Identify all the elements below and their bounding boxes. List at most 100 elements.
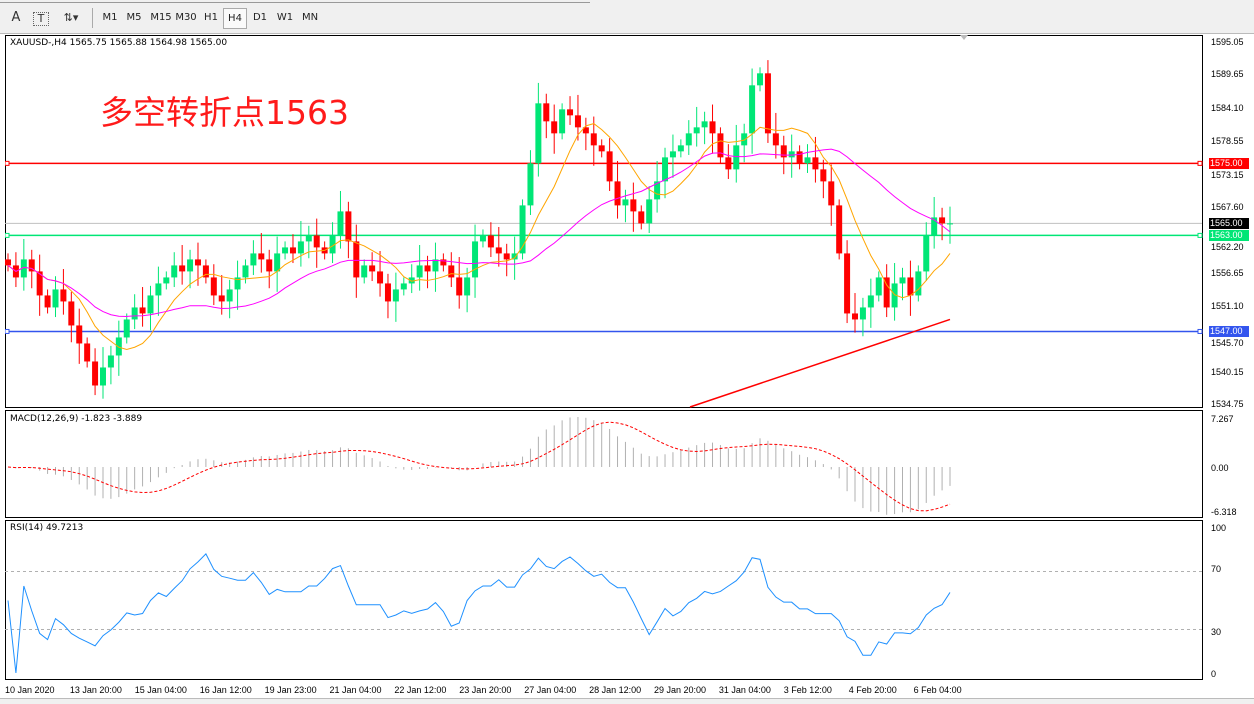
chart-shift-marker xyxy=(960,35,968,40)
candle-body xyxy=(495,247,502,254)
toolbar: A T ⇅▾ M1 M5 M15 M30 H1 H4 D1 W1 MN xyxy=(0,0,1254,34)
candle-body xyxy=(226,289,233,302)
date-tick: 23 Jan 20:00 xyxy=(459,685,512,695)
candle-body xyxy=(5,259,11,266)
candle-body xyxy=(883,277,890,308)
candle-body xyxy=(345,211,352,242)
rsi-tick: 30 xyxy=(1211,627,1222,637)
candle-body xyxy=(559,109,566,134)
price-tag-1563.00: 1563.00 xyxy=(1209,229,1249,241)
price-tick: 1567.60 xyxy=(1211,201,1244,212)
candle-body xyxy=(646,199,653,224)
candle-body xyxy=(479,235,486,242)
candle-body xyxy=(622,199,629,206)
toolbar-top-edge xyxy=(0,0,590,3)
price-tick: 1584.10 xyxy=(1211,102,1244,113)
candle-body xyxy=(764,73,771,134)
candle-body xyxy=(923,235,930,272)
timeframe-h1[interactable]: H1 xyxy=(204,12,218,23)
candle-body xyxy=(194,259,201,266)
date-tick: 21 Jan 04:00 xyxy=(329,685,382,695)
price-tick: 1562.20 xyxy=(1211,241,1244,252)
timeframe-m1[interactable]: M1 xyxy=(102,12,118,23)
price-tick: 1595.05 xyxy=(1211,37,1244,47)
price-tick: 1540.15 xyxy=(1211,366,1244,377)
candle-body xyxy=(828,181,835,206)
arrows-icon[interactable]: ⇅▾ xyxy=(63,11,79,24)
rsi-tick: 70 xyxy=(1211,564,1222,574)
date-tick: 22 Jan 12:00 xyxy=(394,685,447,695)
candle-body xyxy=(266,259,273,272)
chart-window[interactable] xyxy=(4,35,1254,680)
price-tick: 1545.70 xyxy=(1211,337,1244,348)
price-tick: 1551.10 xyxy=(1211,300,1244,311)
candle-body xyxy=(511,253,518,260)
date-tick: 19 Jan 23:00 xyxy=(264,685,317,695)
candle-body xyxy=(844,253,851,314)
timeframe-w1[interactable]: W1 xyxy=(276,12,294,23)
timeframe-d1[interactable]: D1 xyxy=(252,12,268,23)
candle-body xyxy=(337,211,344,236)
candle-body xyxy=(131,307,138,320)
ma-slow-line xyxy=(7,148,951,317)
price-tag-1565.00: 1565.00 xyxy=(1209,217,1249,229)
candle-body xyxy=(36,271,43,296)
candle-body xyxy=(76,325,83,344)
candle-body xyxy=(218,295,225,302)
chart-canvas[interactable] xyxy=(4,35,1254,680)
candle-body xyxy=(677,145,684,152)
candle-body xyxy=(424,265,431,272)
candle-body xyxy=(464,277,471,296)
text-icon[interactable]: A xyxy=(11,10,21,25)
candle-body xyxy=(875,277,882,296)
candle-body xyxy=(92,361,99,386)
date-tick: 10 Jan 2020 xyxy=(5,685,55,695)
candle-body xyxy=(614,181,621,206)
candle-body xyxy=(487,235,494,248)
candle-body xyxy=(361,265,368,278)
price-tick: 1573.15 xyxy=(1211,169,1244,180)
candle-body xyxy=(899,277,906,284)
candle-body xyxy=(859,307,866,320)
candle-body xyxy=(606,151,613,182)
candle-body xyxy=(820,169,827,182)
candle-body xyxy=(519,205,526,254)
timeframe-m15[interactable]: M15 xyxy=(150,12,172,23)
line-handle xyxy=(4,232,10,238)
candle-body xyxy=(638,211,645,224)
timeframe-m5[interactable]: M5 xyxy=(126,12,142,23)
timeframe-m30[interactable]: M30 xyxy=(175,12,197,23)
date-tick: 31 Jan 04:00 xyxy=(718,685,771,695)
symbol-info: XAUUSD-,H4 1565.75 1565.88 1564.98 1565.… xyxy=(10,38,228,48)
candle-body xyxy=(84,343,91,362)
candle-body xyxy=(574,115,581,128)
candle-body xyxy=(392,289,399,302)
candle-body xyxy=(772,133,779,146)
price-tick: 1556.65 xyxy=(1211,267,1244,278)
candle-body xyxy=(60,289,67,302)
price-tag-1547.00: 1547.00 xyxy=(1209,325,1249,337)
candle-body xyxy=(52,289,59,308)
candle-body xyxy=(590,133,597,146)
candle-body xyxy=(171,265,178,278)
timeframe-mn[interactable]: MN xyxy=(301,12,319,23)
candle-body xyxy=(329,235,336,254)
candle-body xyxy=(725,157,732,170)
candle-body xyxy=(551,121,558,134)
bottom-tabs xyxy=(0,698,1254,704)
candle-body xyxy=(852,313,859,320)
date-tick: 29 Jan 20:00 xyxy=(654,685,707,695)
macd-signal-line xyxy=(7,421,951,512)
text-label-icon[interactable]: T xyxy=(33,12,49,26)
timeframe-h4[interactable]: H4 xyxy=(223,8,247,29)
line-handle xyxy=(1197,328,1203,334)
candle-body xyxy=(44,295,51,308)
candle-body xyxy=(440,259,447,266)
candle-body xyxy=(416,265,423,278)
candle-body xyxy=(282,247,289,254)
date-tick: 13 Jan 20:00 xyxy=(69,685,122,695)
candle-body xyxy=(115,337,122,356)
candle-body xyxy=(234,277,241,290)
candle-body xyxy=(408,277,415,284)
candle-body xyxy=(313,235,320,248)
